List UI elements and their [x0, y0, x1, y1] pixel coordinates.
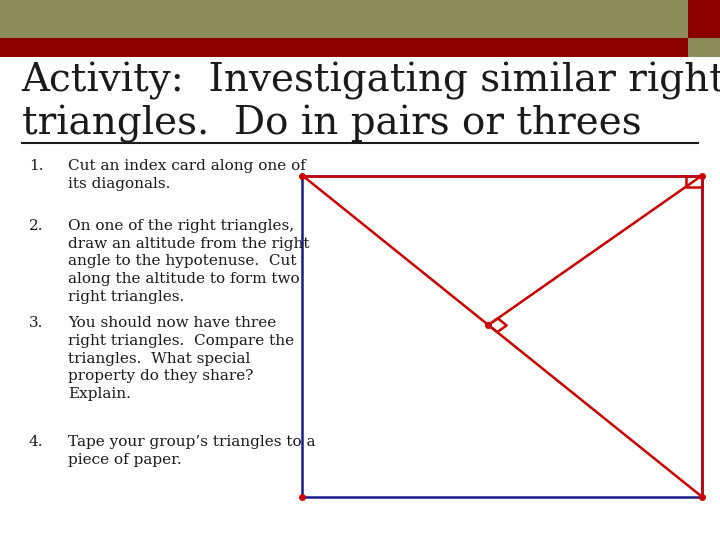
Text: Activity:  Investigating similar right
triangles.  Do in pairs or threes: Activity: Investigating similar right tr…: [22, 62, 720, 143]
Text: On one of the right triangles,
draw an altitude from the right
angle to the hypo: On one of the right triangles, draw an a…: [68, 219, 310, 304]
Text: You should now have three
right triangles.  Compare the
triangles.  What special: You should now have three right triangle…: [68, 316, 294, 401]
Text: 3.: 3.: [29, 316, 43, 330]
Text: 2.: 2.: [29, 219, 43, 233]
Text: 1.: 1.: [29, 159, 43, 173]
Text: Tape your group’s triangles to a
piece of paper.: Tape your group’s triangles to a piece o…: [68, 435, 316, 467]
Text: Cut an index card along one of
its diagonals.: Cut an index card along one of its diago…: [68, 159, 306, 191]
Text: 4.: 4.: [29, 435, 43, 449]
